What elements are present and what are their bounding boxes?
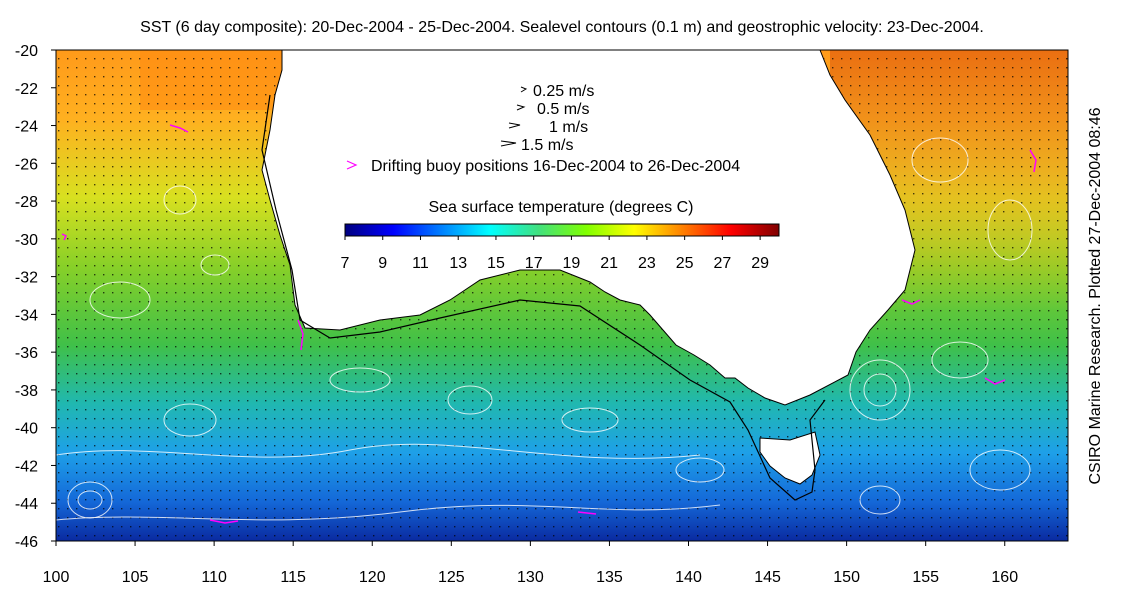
lon-tick-label: 155 — [912, 569, 939, 586]
buoy-tracks — [61, 124, 1037, 524]
lon-tick-label: 160 — [991, 569, 1018, 586]
lon-tick-label: 145 — [754, 569, 781, 586]
buoy-legend-label: Drifting buoy positions 16-Dec-2004 to 2… — [371, 158, 740, 175]
lat-tick-label: -38 — [15, 383, 38, 400]
velocity-arrow-icon — [508, 122, 521, 129]
colorbar-tick-label: 27 — [713, 255, 731, 272]
colorbar-tick-label: 7 — [341, 255, 350, 272]
colorbar-tick-label: 29 — [751, 255, 769, 272]
credit-label: CSIRO Marine Research. Plotted 27-Dec-20… — [1087, 107, 1104, 485]
lon-tick-label: 135 — [596, 569, 623, 586]
velocity-scale-label: 0.25 m/s — [533, 83, 594, 100]
colorbar-tick-label: 23 — [638, 255, 656, 272]
colorbar-scale — [344, 223, 780, 237]
lat-tick-label: -32 — [15, 270, 38, 287]
velocity-arrow-icon — [520, 86, 528, 93]
lon-tick-label: 125 — [438, 569, 465, 586]
lat-tick-label: -34 — [15, 307, 38, 324]
lat-tick-label: -44 — [15, 496, 38, 513]
lon-tick-label: 105 — [122, 569, 149, 586]
colorbar-title: Sea surface temperature (degrees C) — [428, 199, 693, 216]
map-frame — [55, 49, 1069, 542]
buoy-legend-item: Drifting buoy positions 16-Dec-2004 to 2… — [346, 158, 740, 175]
lat-tick-label: -30 — [15, 232, 38, 249]
continental-shelf-contour — [261, 94, 826, 501]
buoy-symbol-icon — [346, 160, 358, 170]
longitude-axis: 100 105 110 115 120 125 130 135 140 145 150 155 160 — [43, 541, 1018, 586]
lon-tick-label: 100 — [43, 569, 70, 586]
lat-tick-label: -22 — [15, 81, 38, 98]
tasmania — [759, 431, 821, 485]
velocity-scale-label: 0.5 m/s — [537, 101, 589, 118]
colorbar-tick-label: 9 — [378, 255, 387, 272]
lon-tick-label: 110 — [201, 569, 227, 586]
lat-tick-label: -40 — [15, 421, 38, 438]
lat-tick-label: -46 — [15, 534, 38, 551]
lon-tick-label: 140 — [675, 569, 702, 586]
lon-tick-label: 130 — [517, 569, 544, 586]
colorbar-tick-label: 11 — [412, 255, 429, 272]
colorbar-tick-label: 15 — [487, 255, 505, 272]
lat-tick-label: -28 — [15, 194, 38, 211]
map-title: SST (6 day composite): 20-Dec-2004 - 25-… — [140, 19, 984, 36]
velocity-arrow-icon — [516, 104, 526, 111]
lat-tick-label: -36 — [15, 345, 38, 362]
velocity-arrow-icon — [500, 140, 517, 147]
velocity-scale-label: 1 m/s — [549, 119, 588, 136]
lon-tick-label: 150 — [833, 569, 860, 586]
colorbar-tick-label: 13 — [449, 255, 467, 272]
sealevel-contours — [56, 137, 1033, 521]
lat-tick-label: -20 — [15, 43, 38, 60]
lon-tick-label: 115 — [280, 569, 306, 586]
lat-tick-label: -42 — [15, 458, 38, 475]
lat-tick-label: -26 — [15, 156, 38, 173]
velocity-scale-label: 1.5 m/s — [521, 137, 573, 154]
velocity-legend: 0.25 m/s0.5 m/s1 m/s1.5 m/s Drifting buo… — [346, 83, 740, 175]
lat-tick-label: -24 — [15, 119, 38, 136]
colorbar: Sea surface temperature (degrees C) 7 9 11… — [341, 199, 780, 272]
colorbar-tick-label: 21 — [600, 255, 618, 272]
latitude-axis: -20 -22 -24 -26 -28 -30 -32 -34 -36 -38 -40 -42 -44 -… — [15, 43, 56, 551]
lon-tick-label: 120 — [359, 569, 386, 586]
colorbar-tick-label: 19 — [563, 255, 581, 272]
colorbar-tick-label: 25 — [676, 255, 694, 272]
colorbar-tick-label: 17 — [525, 255, 543, 272]
